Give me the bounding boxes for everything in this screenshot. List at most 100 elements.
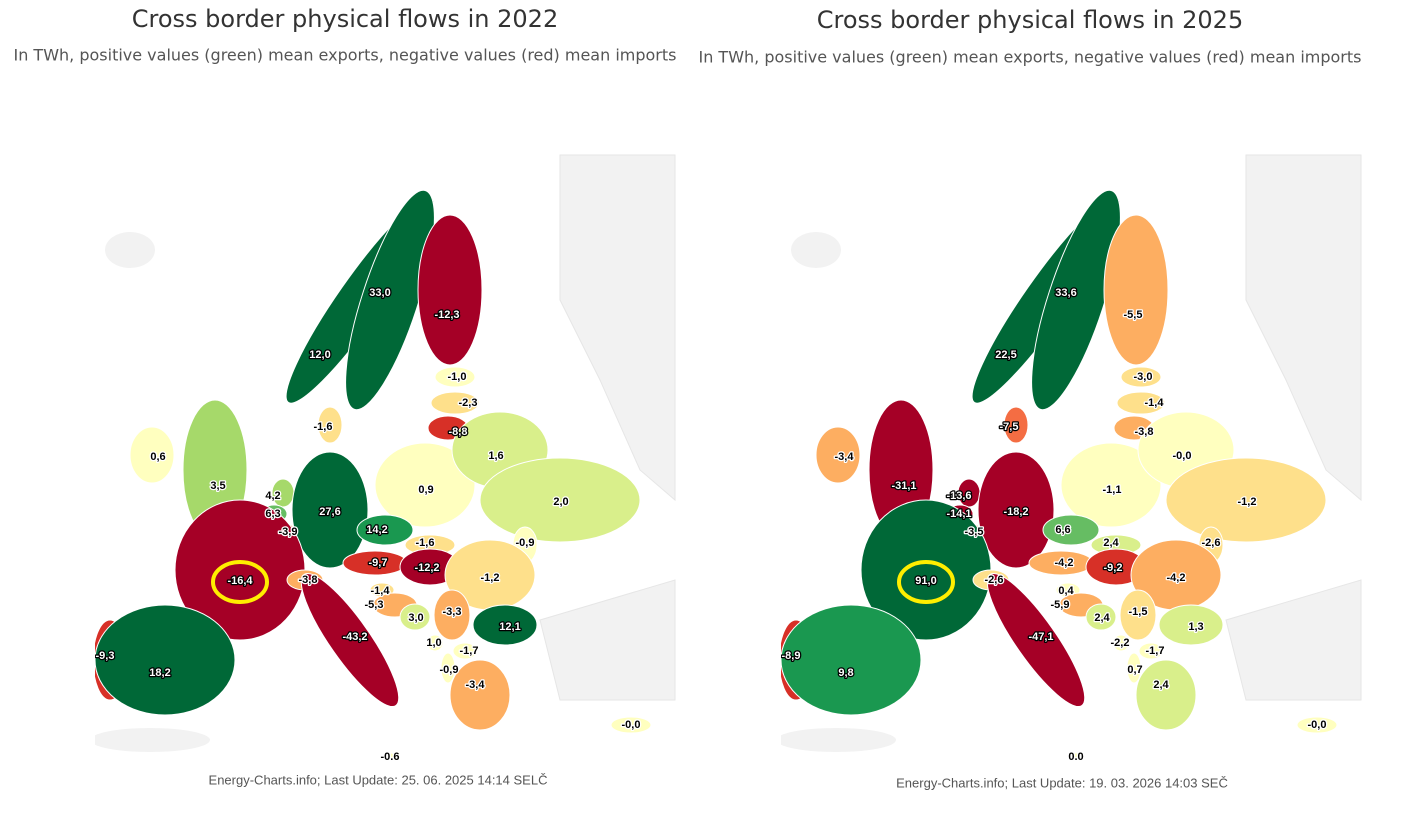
region-label: -3,4 xyxy=(466,679,486,691)
country xyxy=(1103,214,1169,366)
map-subtitle: In TWh, positive values (green) mean exp… xyxy=(698,48,1361,67)
region-label: -1,7 xyxy=(1146,645,1165,657)
region-label: -12,3 xyxy=(434,309,459,321)
country xyxy=(433,589,471,641)
region-label: 0,0 xyxy=(1068,751,1083,763)
map: 12,0 33,0 -12,3 -1,0 -2,3 -8,8 -1,6 0,6 3,5 4,2 6,… xyxy=(95,154,676,763)
country xyxy=(1126,652,1142,684)
region-label: -9,3 xyxy=(96,650,115,662)
region-label: -1,2 xyxy=(1238,496,1257,508)
highlight-circle xyxy=(897,560,955,604)
region-label: -2,6 xyxy=(1202,537,1221,549)
region-label: 1,0 xyxy=(426,637,441,649)
country xyxy=(129,426,175,484)
region-label: 9,8 xyxy=(838,667,853,679)
region-label: -8,8 xyxy=(449,426,468,438)
region-label: 3,5 xyxy=(210,480,225,492)
country xyxy=(1120,366,1162,388)
region-label: -1,6 xyxy=(314,421,333,433)
region-label: -5,5 xyxy=(1124,309,1143,321)
region-label: -0,0 xyxy=(622,719,641,731)
country xyxy=(1138,642,1164,660)
region-label: -5,3 xyxy=(365,599,384,611)
region-label: -1,2 xyxy=(481,572,500,584)
region-label: 2,4 xyxy=(1153,679,1169,691)
region-label: -1,4 xyxy=(371,585,391,597)
region-label: 12,1 xyxy=(499,621,520,633)
country xyxy=(1116,391,1166,415)
region-label: -13,6 xyxy=(946,490,971,502)
map-title: Cross border physical flows in 2022 xyxy=(132,5,558,33)
region-label: 12,0 xyxy=(309,349,330,361)
background-land xyxy=(1225,579,1362,701)
region-label: -43,2 xyxy=(342,631,367,643)
country xyxy=(472,604,538,646)
region-label: -14,1 xyxy=(946,508,971,520)
region-label: -0,9 xyxy=(440,664,459,676)
region-label: -2,6 xyxy=(985,574,1004,586)
map-title: Cross border physical flows in 2025 xyxy=(817,6,1243,34)
country xyxy=(300,572,400,708)
country xyxy=(440,652,456,684)
region-label: 22,5 xyxy=(995,349,1016,361)
region-label: -47,1 xyxy=(1028,631,1053,643)
country xyxy=(383,752,397,760)
region-label: -16,4 xyxy=(227,575,253,587)
country xyxy=(417,214,483,366)
country xyxy=(95,604,236,716)
country xyxy=(452,642,478,660)
region-label: -3,5 xyxy=(965,526,984,538)
country xyxy=(1031,189,1121,411)
region-label: -1,4 xyxy=(1145,397,1165,409)
region-label: -9,2 xyxy=(1104,562,1123,574)
region-label: -31,1 xyxy=(891,480,916,492)
region-label: -3,8 xyxy=(299,574,318,586)
map-subtitle: In TWh, positive values (green) mean exp… xyxy=(13,46,676,65)
region-label: -18,2 xyxy=(1003,506,1028,518)
region-label: -12,2 xyxy=(414,562,439,574)
region-label: -1,5 xyxy=(1129,606,1148,618)
region-label: 18,2 xyxy=(149,667,170,679)
region-label: 1,3 xyxy=(1188,621,1203,633)
source: Energy-Charts.info; Last Update: 25. 06.… xyxy=(209,772,548,787)
region-label: 33,6 xyxy=(1055,287,1076,299)
country xyxy=(781,604,922,716)
region-label: -0,6 xyxy=(381,751,400,763)
region-label: -7,5 xyxy=(1000,421,1019,433)
region-label: 0,6 xyxy=(150,451,165,463)
country xyxy=(1165,457,1327,543)
background-land xyxy=(1245,154,1362,502)
region-label: 33,0 xyxy=(369,287,390,299)
region-label: -0,0 xyxy=(1308,719,1327,731)
region-label: -3,4 xyxy=(835,451,855,463)
region-label: -3,0 xyxy=(1134,371,1153,383)
country xyxy=(1158,604,1224,646)
region-label: 91,0 xyxy=(915,575,936,587)
country xyxy=(479,457,641,543)
region-label: -0,9 xyxy=(516,537,535,549)
source: Energy-Charts.info; Last Update: 19. 03.… xyxy=(896,775,1228,790)
region-label: -2,3 xyxy=(459,397,478,409)
region-label: -3,8 xyxy=(1135,426,1154,438)
region-label: 2,4 xyxy=(1094,612,1110,624)
region-label: -9,7 xyxy=(369,557,388,569)
background-land xyxy=(105,232,155,268)
country xyxy=(610,716,652,734)
country xyxy=(317,406,343,444)
region-label: 0,4 xyxy=(1058,585,1074,597)
country xyxy=(1069,752,1083,760)
country xyxy=(345,189,435,411)
region-label: 27,6 xyxy=(319,506,340,518)
region-label: 6,3 xyxy=(265,508,280,520)
region-label: 4,2 xyxy=(265,490,280,502)
region-label: -1,1 xyxy=(1103,484,1122,496)
region-label: -2,2 xyxy=(1111,637,1130,649)
region-label: 2,4 xyxy=(1103,537,1119,549)
country xyxy=(815,426,861,484)
background-land xyxy=(559,154,676,502)
region-label: -1,7 xyxy=(460,645,479,657)
country xyxy=(977,451,1055,569)
region-label: -0,0 xyxy=(1173,450,1192,462)
country xyxy=(1060,442,1162,528)
